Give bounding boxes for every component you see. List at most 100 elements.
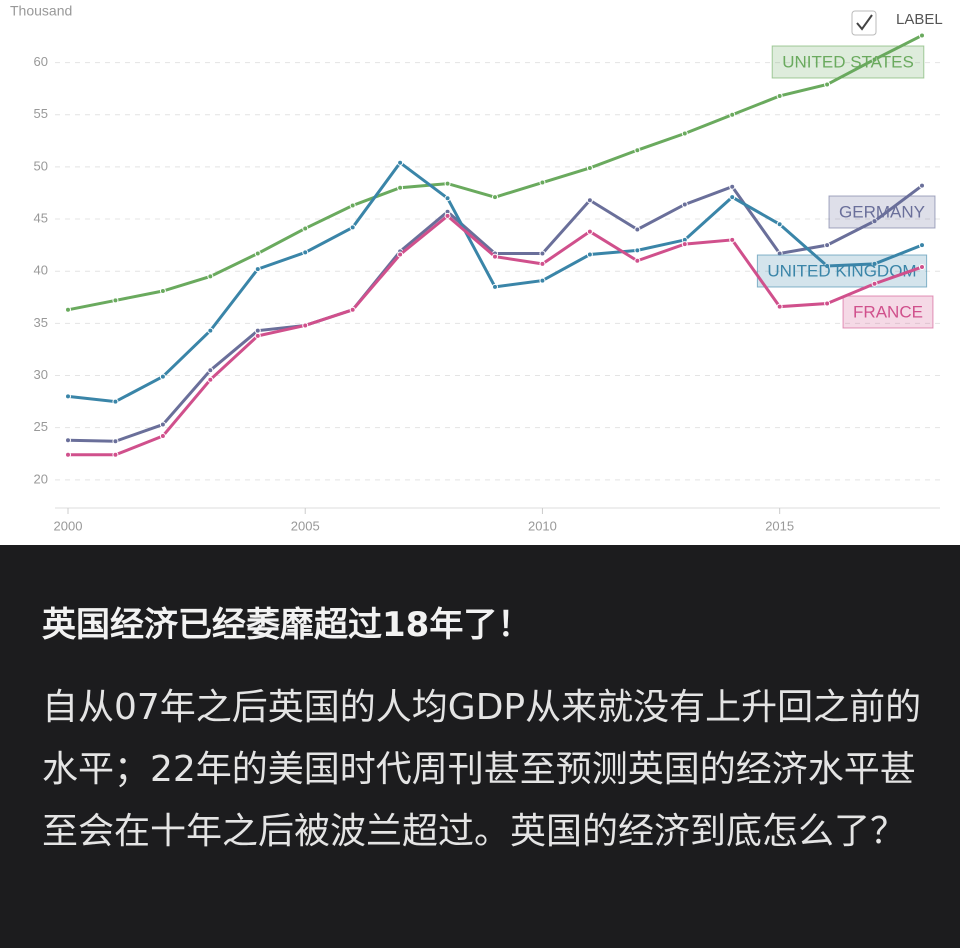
data-point	[207, 367, 214, 374]
toggle-checkbox[interactable]	[851, 10, 877, 36]
data-point	[729, 236, 736, 243]
data-point	[444, 180, 451, 187]
data-point	[634, 247, 641, 254]
series-label-box	[756, 254, 928, 288]
data-point	[254, 250, 261, 257]
data-point	[586, 251, 593, 258]
data-point	[634, 147, 641, 154]
data-point	[302, 225, 309, 232]
data-point	[349, 306, 356, 313]
series: FRANCE	[65, 212, 934, 458]
data-point	[776, 303, 783, 310]
data-point	[492, 283, 498, 290]
data-point	[539, 250, 546, 257]
data-point	[349, 224, 356, 231]
series-label-box	[771, 45, 925, 79]
data-point	[824, 242, 831, 249]
data-point	[397, 184, 404, 191]
data-point	[539, 277, 546, 284]
toggle-label[interactable]: LABEL	[896, 11, 943, 28]
data-point	[919, 242, 925, 249]
data-point	[919, 264, 925, 271]
y-tick-label: 60	[34, 54, 48, 69]
data-point	[112, 297, 119, 304]
series: UNITED KINGDOM	[65, 159, 928, 405]
data-point	[302, 249, 309, 256]
data-point	[586, 164, 593, 171]
data-point	[254, 327, 261, 334]
data-point	[112, 438, 119, 445]
y-tick-label: 25	[34, 419, 48, 434]
x-tick-label: 2015	[765, 518, 794, 533]
data-point	[919, 32, 925, 39]
y-tick-label: 55	[34, 106, 48, 121]
y-tick-label: 30	[34, 367, 48, 382]
data-point	[65, 306, 71, 313]
data-point	[397, 251, 404, 258]
series-label-box	[828, 195, 936, 229]
data-point	[919, 182, 925, 189]
data-point	[871, 260, 878, 267]
data-point	[112, 451, 119, 458]
data-point	[539, 179, 546, 186]
data-point	[65, 437, 71, 444]
series-label-box	[842, 295, 934, 329]
data-point	[159, 373, 166, 380]
data-point	[871, 280, 878, 287]
data-point	[397, 159, 404, 166]
series-line	[67, 184, 923, 443]
y-axis-label: Thousand	[10, 3, 72, 19]
data-point	[444, 212, 451, 219]
series: UNITED STATES	[65, 32, 925, 313]
data-point	[729, 111, 736, 118]
data-point	[207, 376, 214, 383]
x-tick-label: 2000	[54, 518, 83, 533]
series-label: UNITED STATES	[782, 52, 914, 71]
data-point	[824, 262, 831, 269]
label-toggle[interactable]: LABEL	[851, 10, 943, 36]
data-point	[776, 92, 783, 99]
data-point	[776, 221, 783, 228]
post: 英国经济已经萎靡超过18年了！ 自从07年之后英国的人均GDP从来就没有上升回之…	[0, 545, 960, 948]
y-tick-label: 35	[34, 315, 48, 330]
data-point	[824, 300, 831, 307]
series-label: UNITED KINGDOM	[767, 261, 916, 280]
series-label: FRANCE	[853, 302, 923, 321]
data-point	[586, 197, 593, 204]
data-point	[729, 194, 736, 201]
data-point	[65, 451, 71, 458]
data-point	[539, 260, 546, 267]
series-label: GERMANY	[839, 202, 925, 221]
post-title: 英国经济已经萎靡超过18年了！	[42, 605, 532, 645]
data-point	[349, 202, 356, 209]
data-point	[824, 81, 831, 88]
data-point	[254, 266, 261, 273]
data-point	[586, 228, 593, 235]
y-tick-label: 45	[34, 210, 48, 225]
data-point	[65, 393, 71, 400]
data-point	[634, 257, 641, 264]
data-point	[302, 322, 309, 329]
data-point	[159, 433, 166, 440]
data-point	[681, 130, 688, 137]
data-point	[159, 288, 166, 295]
data-point	[871, 56, 878, 63]
chart: Thousand LABEL 20 25 30 35 40 45 50 55 60 2000 200…	[0, 0, 960, 545]
data-point	[492, 253, 498, 260]
data-point	[634, 226, 641, 233]
data-point	[681, 241, 688, 248]
data-point	[112, 398, 119, 405]
data-point	[871, 218, 878, 225]
x-tick-label: 2005	[291, 518, 320, 533]
x-tick-label: 2010	[528, 518, 557, 533]
data-point	[492, 194, 498, 201]
data-point	[207, 327, 214, 334]
data-point	[681, 201, 688, 208]
y-tick-label: 50	[34, 158, 48, 173]
data-point	[254, 332, 261, 339]
y-tick-label: 20	[34, 471, 48, 486]
data-point	[729, 183, 736, 190]
toggle-check	[856, 14, 873, 31]
post-body: 自从07年之后英国的人均GDP从来就没有上升回之前的水平；22年的美国时代周刊甚…	[42, 687, 922, 852]
